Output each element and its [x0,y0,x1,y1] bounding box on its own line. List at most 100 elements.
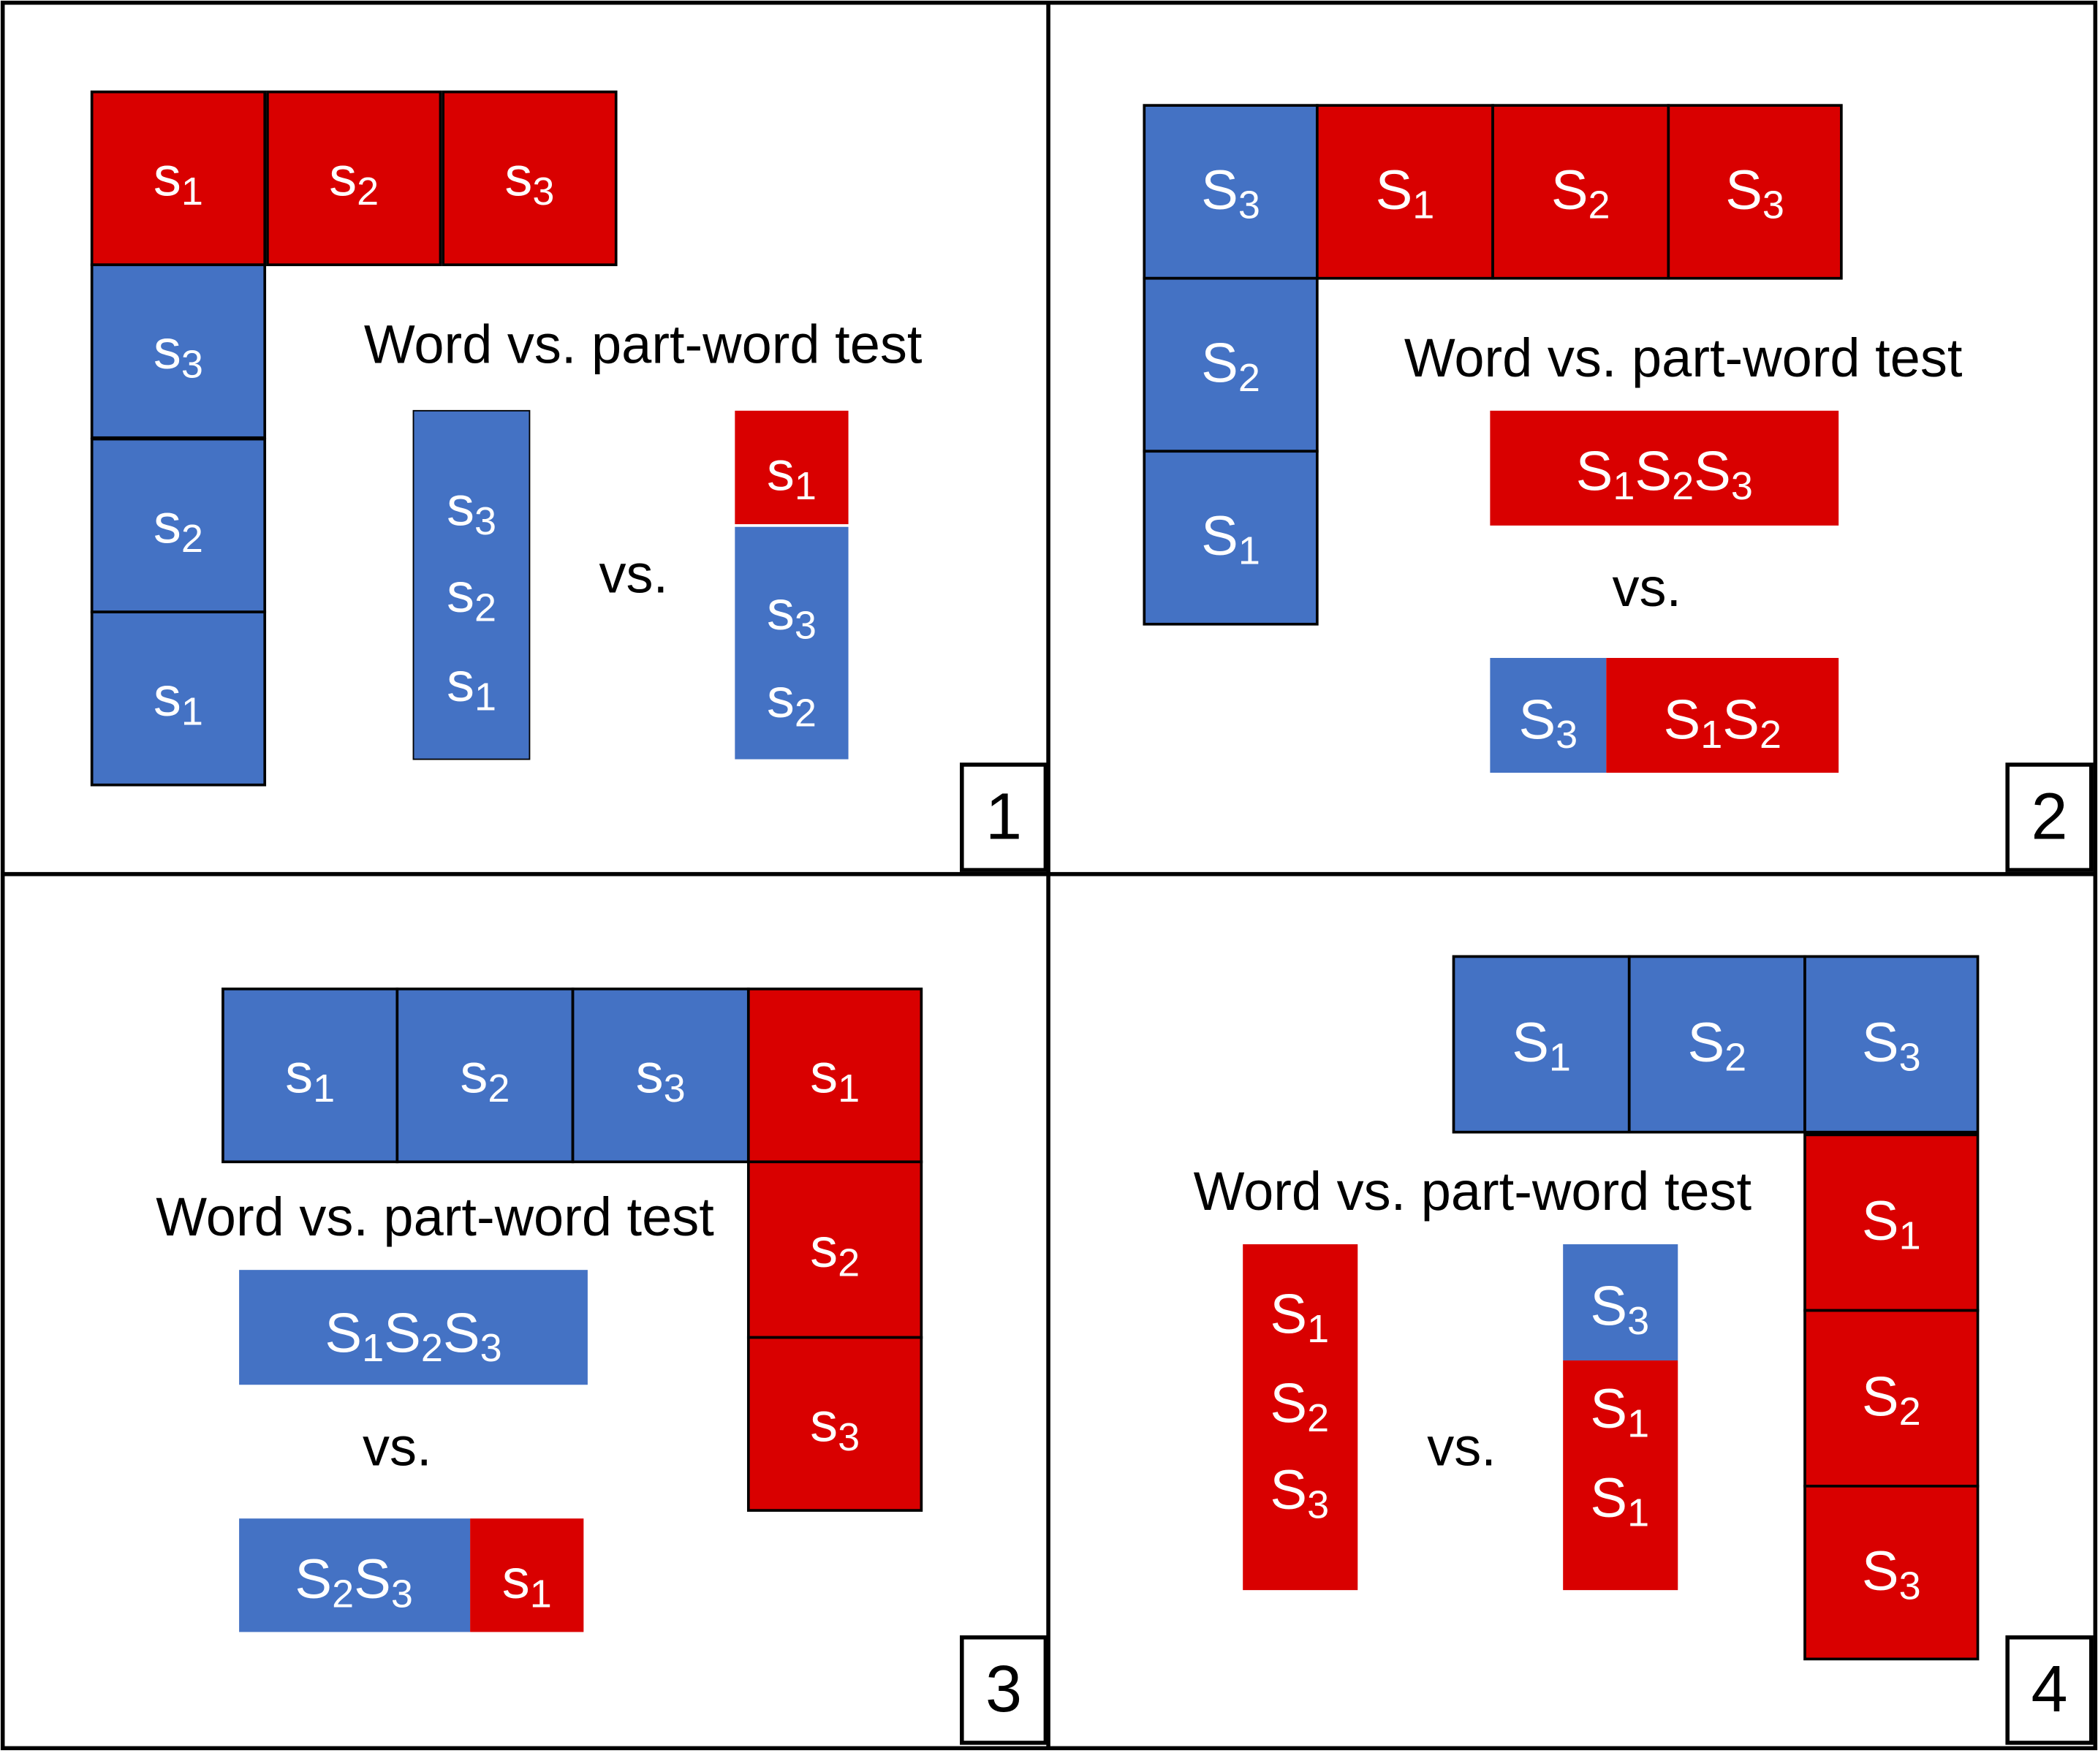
panel-1-stream-cell-label: s3​ [154,319,203,387]
panel-3-word-box [239,1270,588,1385]
panel-4-heading: Word vs. part-word test [1194,1161,1752,1222]
panel-2: S3​S1​S2​S3​S2​S1​Word vs. part-word tes… [1143,104,2094,872]
panel-1-stream-cell-label: s2​ [329,146,379,214]
panel-2-word: S1​S2​S3​ [1490,410,1839,526]
panel-4-stream-cell: S1​ [1452,955,1631,1134]
panel-2-number-box [2005,762,2094,872]
panel-4-word-syllable: S1​ [1270,1284,1329,1352]
panel-1-part-word-syllable: s1​ [767,441,817,509]
panel-3-stream-cell-label: s3​ [636,1043,686,1111]
panel-2-number-text: 2 [2031,780,2067,853]
panel-1-number: 1 [960,762,1048,872]
panel-3-stream-cell: s3​ [746,1336,923,1512]
panel-4-stream-cell-box [1627,955,1806,1134]
panel-2-word-label: S1​S2​S3​ [1576,441,1753,509]
panel-1-stream-cell-box [90,90,267,267]
panel-3-vs: vs. [363,1416,432,1477]
panel-3-part-word-label: S2​S3​ [295,1548,412,1616]
panel-4-number-text: 4 [2031,1653,2067,1726]
panel-1-stream-cell-box [90,437,267,614]
panel-4-stream-cell: S1​ [1803,1133,1980,1312]
panel-1-stream-cell-box [442,90,618,267]
panel-4-stream-cell: S2​ [1803,1309,1980,1488]
panel-3-heading: Word vs. part-word test [156,1186,714,1247]
panel-3-number-box [960,1635,1048,1745]
panel-1-number-box [960,762,1048,872]
panel-1-word-syllable: s3​ [447,476,496,544]
panel-3-stream-cell-label: s2​ [810,1217,860,1285]
panel-4-stream-cell-box [1803,1309,1980,1488]
panel-4-vs: vs. [1427,1416,1496,1477]
panel-1-word-box [412,409,531,760]
panel-1-stream-cell: s1​ [90,610,267,787]
panel-3-stream-cell: s3​ [571,987,750,1164]
panel-2-stream-cell-box [1667,104,1843,280]
panel-2-stream-cell-box [1143,450,1319,626]
panel-1-stream-cell: s2​ [266,90,442,267]
panel-4-part-word-box [1563,1360,1678,1591]
panel-2-stream-cell-label: S2​ [1201,333,1260,401]
panel-1-stream-cell-box [266,90,442,267]
panel-4-stream-cell-label: S2​ [1687,1012,1746,1080]
panel-2-vs: vs. [1612,557,1681,618]
panel-4-stream-cell-box [1803,1133,1980,1312]
panel-3-stream-cell-label: s3​ [810,1392,860,1460]
panel-2-stream-cell: S1​ [1315,104,1494,280]
panel-4-part-word-syllable: S1​ [1590,1378,1649,1446]
panel-4-stream-cell-box [1803,955,1980,1134]
panel-3-stream-cell: s1​ [221,987,399,1164]
panel-1-vs: vs. [599,544,668,605]
panel-1-stream-cell-label: s1​ [154,146,203,214]
panel-2-stream-cell: S2​ [1143,276,1319,453]
panel-4-stream-cell-box [1452,955,1631,1134]
panel-2-stream-cell: S1​ [1143,450,1319,626]
panel-4-word: S1​ S2​ S3​ [1243,1244,1358,1591]
panel-4-word-box [1243,1244,1358,1591]
panel-3-part-word-label: s1​ [502,1548,552,1616]
panel-1-word: s3​ s2​ s1​ [412,409,531,760]
panel-2-stream-cell-label: S1​ [1201,505,1260,573]
panel-1-part-word-box [735,410,849,525]
panel-2-stream-cell-label: S3​ [1725,159,1784,227]
panel-3-stream-cell: s2​ [395,987,575,1164]
panel-3-stream-cell-label: s1​ [810,1043,860,1111]
panel-2-stream-cell: S2​ [1491,104,1670,280]
panel-3-stream-cell-box [571,987,750,1164]
panel-2-stream-cell: S3​ [1667,104,1843,280]
panel-3-number: 3 [960,1635,1048,1745]
panel-3-word-label: S1​S2​S3​ [325,1303,501,1371]
panel-1-stream-cell-box [90,610,267,787]
panel-3-part-word: S2​S3​ s1​ [239,1518,584,1632]
panel-2-part-word-box [1606,657,1839,773]
panel-2-part-word-label: S3​ [1518,689,1578,757]
panel-3-stream-cell-box [746,1336,923,1512]
panel-3-stream-cell-box [395,987,575,1164]
panel-2-stream-cell-label: S3​ [1201,159,1260,227]
panel-3-stream-cell-label: s2​ [460,1043,510,1111]
panel-2-stream-cell: S3​ [1143,104,1319,280]
panel-1-part-word-box [735,526,849,760]
panel-3-stream-cell-label: s1​ [285,1043,335,1111]
panel-4-number: 4 [2005,1635,2094,1745]
panel-3-part-word-box [470,1518,584,1632]
panel-3-stream-cell: s2​ [746,1160,923,1339]
panel-3-stream-cell-box [746,987,923,1164]
panel-3-number-text: 3 [985,1653,1022,1726]
panel-1-stream-cell-label: s1​ [154,666,203,734]
panel-4-stream-cell-label: S1​ [1512,1012,1571,1080]
panel-2-word-box [1490,410,1839,526]
panel-3-word: S1​S2​S3​ [239,1270,588,1385]
panel-2-stream-cell-label: S2​ [1551,159,1610,227]
panel-1-word-syllable: s2​ [447,562,496,630]
panel-4-stream-cell-label: S3​ [1862,1012,1921,1080]
panel-4-stream-cell: S2​ [1627,955,1806,1134]
panel-1-stream-cell: s3​ [90,263,267,439]
panel-1: s1​ s2​ s3​ s3​ s2​ s1​ Word vs. part-word tes… [90,90,1048,872]
panel-1-number-text: 1 [985,780,1022,853]
panel-1-stream-cell-label: s3​ [504,146,554,214]
panel-4-stream-cell: S3​ [1803,1484,1980,1661]
panel-1-heading: Word vs. part-word test [364,314,923,374]
panel-1-stream-cell-box [90,263,267,439]
panel-2-stream-cell-box [1315,104,1494,280]
